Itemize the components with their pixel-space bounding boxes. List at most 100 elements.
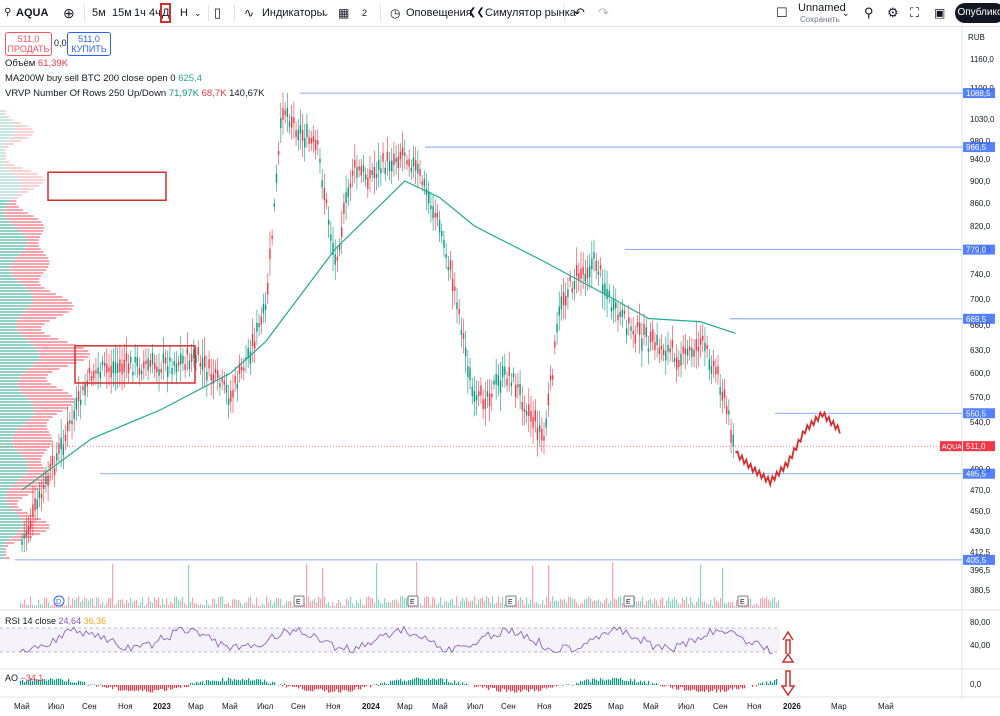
ma-legend[interactable]: MA200W buy sell BTC 200 close open 0 625…	[5, 73, 202, 84]
sell-button[interactable]: 511,0 ПРОДАТЬ	[5, 32, 52, 56]
interval-5m[interactable]: 5м	[92, 7, 106, 19]
volume-profile-up-bar	[0, 164, 4, 166]
ao-bar	[38, 679, 40, 685]
ao-bar	[28, 681, 30, 685]
save-label[interactable]: Сохранить	[800, 15, 840, 24]
ao-bar	[116, 685, 118, 688]
volume-bar	[608, 603, 610, 608]
volume-bar	[480, 598, 482, 608]
alerts-button[interactable]: Оповещения	[406, 7, 472, 19]
alert-clock-icon[interactable]: ◷	[390, 6, 401, 20]
ao-bar	[22, 679, 24, 685]
ao-bar	[550, 685, 552, 688]
compare-add-icon[interactable]: ⊕	[63, 5, 75, 21]
replay-button[interactable]: Симулятор рынка	[485, 7, 576, 19]
ao-bar	[64, 681, 66, 685]
ao-bar	[632, 681, 634, 685]
volume-bar	[208, 604, 210, 608]
volume-profile-up-bar	[0, 170, 11, 172]
candle-body	[299, 125, 302, 134]
redo-icon[interactable]: ↷	[598, 5, 609, 20]
indicators-button[interactable]: Индикаторы	[262, 7, 325, 19]
vrvp-legend[interactable]: VRVP Number Of Rows 250 Up/Down 71,97K 6…	[5, 88, 265, 99]
layout-checkbox-icon[interactable]: ☐	[776, 5, 788, 20]
volume-bar	[754, 604, 756, 608]
ao-bar	[384, 682, 386, 685]
volume-profile-up-bar	[0, 428, 19, 430]
ao-bar	[172, 685, 174, 690]
volume-profile-down-bar	[29, 341, 68, 343]
volume-bar	[322, 568, 324, 608]
interval-dropdown-icon[interactable]: ⌄	[194, 8, 202, 18]
volume-legend[interactable]: Объём 61,39K	[5, 58, 68, 69]
volume-profile-down-bar	[32, 365, 68, 367]
indicators-icon[interactable]: ∿	[244, 6, 255, 20]
ao-bar	[284, 683, 286, 685]
undo-icon[interactable]: ↶	[574, 5, 585, 20]
layout-dropdown-icon[interactable]: ⌄	[842, 8, 850, 18]
volume-profile-up-bar	[0, 443, 13, 445]
x-tick-label: Июл	[467, 702, 484, 711]
candle-body	[258, 323, 260, 328]
replay-icon[interactable]: ❮❮	[468, 7, 485, 18]
fullscreen-icon[interactable]: ⛶	[910, 5, 920, 20]
candle-body	[238, 363, 241, 374]
ao-bar	[222, 677, 224, 685]
candle-body	[525, 410, 528, 416]
interval-4h[interactable]: 4ч	[149, 7, 161, 19]
ao-bar	[252, 680, 254, 685]
volume-profile-down-bar	[16, 323, 45, 325]
interval-15m[interactable]: 15м	[112, 7, 132, 19]
ao-bar	[94, 684, 96, 685]
volume-bar	[732, 601, 734, 608]
volume-profile-down-bar	[22, 524, 50, 526]
rsi-axis-label: 40,00	[970, 641, 991, 650]
volume-bar	[330, 605, 332, 608]
candle-body	[317, 140, 319, 145]
rsi-legend[interactable]: RSI 14 close 24,64 36,36	[5, 616, 106, 626]
candle-body	[36, 499, 38, 510]
indicators-dropdown-icon[interactable]: ⌄	[322, 8, 330, 18]
publish-button[interactable]: Опублико	[955, 3, 1000, 23]
interval-week[interactable]: Н	[180, 7, 188, 19]
quick-search-icon[interactable]: ⚲	[864, 5, 874, 20]
x-tick-label: Мар	[397, 702, 413, 711]
layout-name[interactable]: Unnamed	[798, 2, 846, 14]
volume-profile-up-bar	[0, 116, 8, 118]
volume-bar	[464, 600, 466, 608]
interval-1h[interactable]: 1ч	[134, 7, 146, 19]
candles-style-icon[interactable]: ▯	[214, 5, 222, 20]
ao-bar	[522, 685, 524, 691]
interval-day[interactable]: Д	[160, 3, 172, 23]
settings-gear-icon[interactable]: ⚙	[887, 5, 899, 20]
candle-body	[212, 374, 215, 384]
candle-body	[117, 363, 119, 373]
volume-profile-down-bar	[31, 293, 57, 295]
volume-profile-up-bar	[0, 137, 11, 139]
volume-bar	[720, 597, 722, 608]
candle-body	[375, 174, 378, 179]
symbol-name[interactable]: AQUA	[16, 7, 49, 19]
volume-profile-up-bar	[0, 119, 11, 121]
ao-bar	[536, 685, 538, 690]
volume-profile-up-bar	[0, 527, 22, 529]
symbol-search-icon[interactable]: ⚲	[4, 7, 12, 18]
ao-bar	[644, 681, 646, 685]
volume-profile-down-bar	[17, 329, 42, 331]
camera-icon[interactable]: ▣	[934, 6, 946, 20]
volume-bar	[388, 601, 390, 608]
volume-profile-up-bar	[0, 332, 20, 334]
volume-bar	[344, 605, 346, 608]
candle-body	[114, 362, 117, 374]
layouts-icon[interactable]: ▦	[338, 6, 350, 20]
volume-bar	[42, 604, 44, 608]
volume-bar	[68, 596, 70, 608]
ao-legend[interactable]: AO −34,1	[5, 673, 43, 683]
volume-bar	[570, 596, 572, 608]
buy-button[interactable]: 511,0 КУПИТЬ	[67, 32, 111, 56]
ao-bar	[412, 679, 414, 685]
ao-bar	[730, 685, 732, 689]
volume-bar	[314, 598, 316, 608]
volume-bar	[422, 605, 424, 608]
